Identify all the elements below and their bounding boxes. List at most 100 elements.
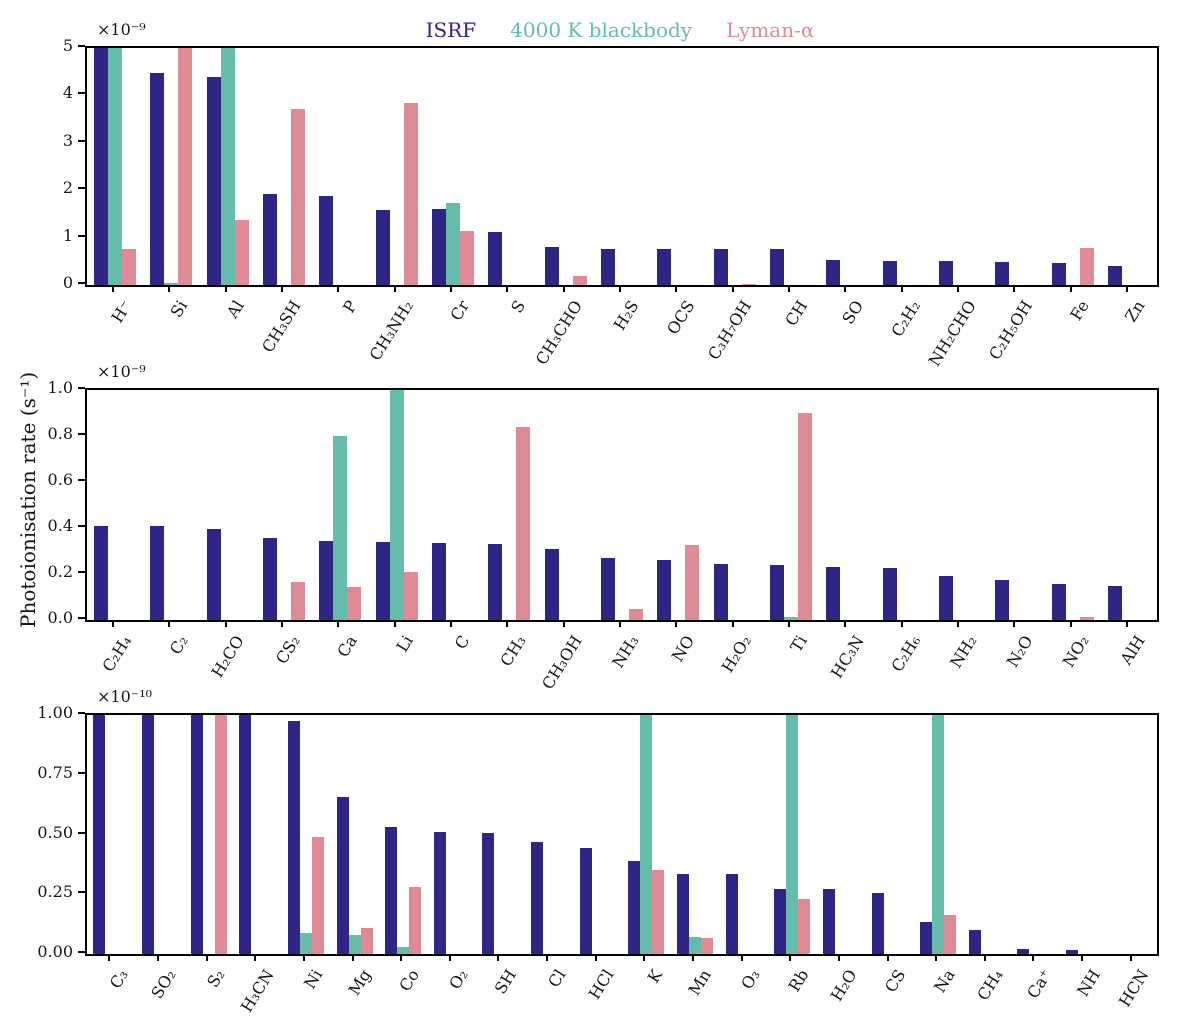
bar-lyman-alpha [460, 230, 475, 285]
bar-isrf [920, 921, 933, 954]
x-tick [1081, 954, 1084, 961]
bar-lyman-alpha [122, 249, 137, 285]
bar-isrf [1107, 585, 1122, 620]
y-tick [78, 45, 85, 47]
x-tick [562, 620, 565, 627]
bar-isrf [676, 873, 689, 954]
x-tick [983, 954, 986, 961]
y-tick [78, 433, 85, 435]
bar-isrf [601, 248, 615, 285]
x-tick [400, 954, 403, 961]
bar-isrf [432, 209, 447, 285]
y-tick-label: 0.8 [47, 424, 73, 443]
y-tick-label: 4 [62, 83, 73, 103]
bar-isrf [822, 889, 835, 954]
bar-lyman-alpha [360, 927, 373, 954]
y-tick-label: 0.6 [47, 470, 73, 489]
y-tick [78, 187, 85, 190]
x-tick [935, 954, 938, 961]
y-tick-label: 5 [62, 36, 73, 55]
y-tick [78, 571, 85, 573]
bar-lyman-alpha [944, 914, 957, 954]
x-tick [108, 954, 111, 961]
x-tick [393, 620, 396, 627]
bar-isrf [432, 542, 447, 620]
y-tick-label: 1.0 [47, 378, 73, 397]
bar-lyman-alpha [403, 571, 418, 620]
x-tick [337, 285, 340, 292]
bar-lyman-alpha [409, 887, 422, 954]
bar-isrf [263, 194, 278, 285]
x-tick [337, 620, 340, 627]
y-tick-label: 0.25 [37, 882, 73, 902]
y-axis-label: Photoionisation rate (s⁻¹) [16, 371, 40, 628]
y-tick-label: 0.2 [47, 562, 73, 581]
x-tick [448, 954, 451, 961]
bar-isrf [482, 833, 495, 954]
bar-isrf [150, 72, 165, 285]
bar-blackbody [640, 715, 653, 954]
x-tick [302, 954, 305, 961]
y-tick [78, 525, 85, 527]
bar-isrf [713, 563, 728, 620]
x-tick [1032, 954, 1035, 961]
bar-isrf [601, 557, 615, 620]
x-tick [789, 954, 792, 961]
x-tick [956, 285, 959, 292]
bar-lyman-alpha [234, 220, 249, 285]
bar-lyman-alpha [1079, 248, 1094, 285]
y-tick [78, 479, 85, 481]
x-tick [844, 285, 847, 292]
bar-isrf [544, 548, 559, 620]
bar-isrf [995, 579, 1010, 620]
y-tick [78, 891, 85, 894]
bar-isrf [375, 210, 390, 285]
y-tick [78, 712, 85, 714]
bar-isrf [488, 544, 503, 620]
bar-lyman-alpha [291, 108, 306, 285]
panel-bottom [85, 713, 1159, 956]
x-tick [254, 954, 257, 961]
y-tick [78, 139, 85, 142]
bar-isrf [1066, 950, 1079, 954]
y-offset-label-middle: ×10⁻⁹ [97, 362, 146, 381]
bar-blackbody [786, 715, 799, 954]
bar-isrf [239, 715, 252, 954]
x-tick [156, 954, 159, 961]
x-tick [740, 954, 743, 961]
x-tick [1069, 285, 1072, 292]
x-tick [956, 620, 959, 627]
bar-blackbody [333, 436, 348, 620]
x-tick [205, 954, 208, 961]
bar-blackbody [220, 48, 235, 285]
bar-isrf [725, 873, 738, 954]
bar-lyman-alpha [629, 608, 643, 620]
x-tick [619, 285, 621, 292]
x-tick [224, 620, 227, 627]
bar-isrf [938, 576, 953, 620]
bar-isrf [628, 860, 641, 954]
panel-middle [85, 388, 1159, 622]
bar-blackbody [164, 282, 179, 285]
bar-isrf [769, 249, 784, 285]
bar-isrf [94, 525, 109, 620]
x-tick [546, 954, 549, 961]
bar-isrf [544, 246, 559, 285]
bar-lyman-alpha [798, 899, 811, 954]
bar-isrf [826, 567, 841, 620]
x-tick [351, 954, 354, 961]
bar-isrf [774, 889, 787, 954]
x-tick [1069, 620, 1072, 627]
bar-isrf [206, 529, 221, 620]
legend-item-blackbody: 4000 K blackbody [510, 18, 693, 42]
x-tick [168, 620, 171, 627]
y-tick [78, 831, 85, 834]
bar-lyman-alpha [652, 870, 665, 954]
x-tick [168, 285, 171, 292]
y-tick-label: 1 [62, 225, 73, 245]
x-tick [112, 620, 115, 627]
legend-item-lyman-alpha: Lyman-α [726, 18, 815, 42]
bar-isrf [579, 847, 592, 954]
x-tick [450, 285, 453, 292]
